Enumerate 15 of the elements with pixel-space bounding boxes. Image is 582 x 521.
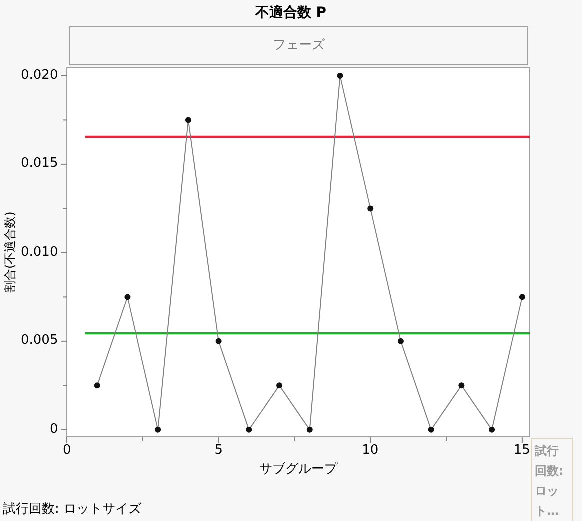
y-tick-label: 0.005 bbox=[21, 333, 58, 348]
x-tick-label: 10 bbox=[362, 443, 379, 458]
y-tick-label: 0 bbox=[50, 422, 58, 437]
y-tick-label: 0.010 bbox=[21, 244, 58, 260]
text: 試行回数: ロットサイズ bbox=[3, 501, 142, 518]
chart-subtitle: フェーズ bbox=[272, 37, 326, 54]
chart-title: 不適合数 P bbox=[254, 4, 328, 22]
y-tick-label: 0.020 bbox=[21, 68, 58, 83]
y-tick-label: 0.015 bbox=[21, 156, 58, 172]
x-tick-label: 5 bbox=[214, 443, 224, 458]
x-tick-label: 0 bbox=[63, 443, 72, 458]
x-tick-label: 15 bbox=[514, 443, 530, 458]
text: 試行回数: ロット… bbox=[531, 438, 573, 521]
y-axis-title: 割合(不適合数) bbox=[2, 212, 18, 293]
x-axis-title: サブグループ bbox=[260, 461, 338, 478]
